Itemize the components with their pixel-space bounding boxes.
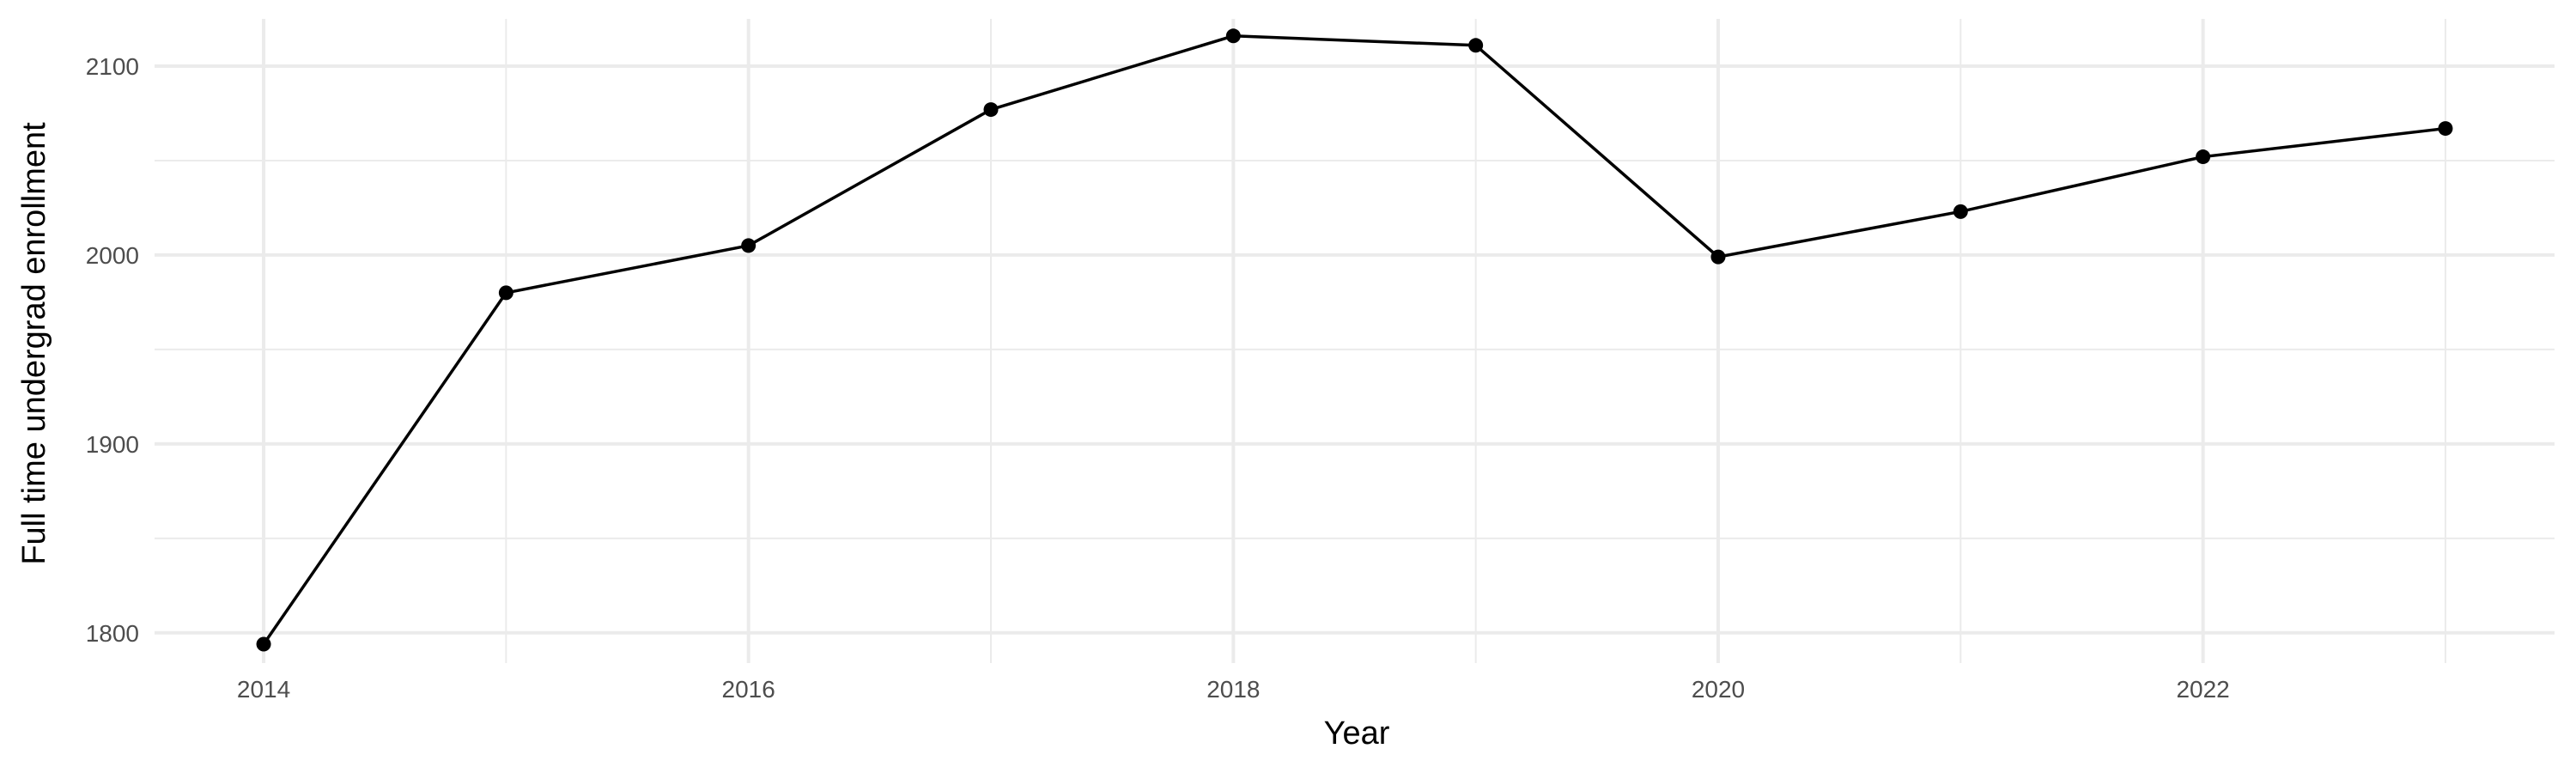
data-point-2014 <box>256 636 271 652</box>
data-point-2016 <box>741 238 756 253</box>
y-axis-title: Full time undergrad enrollment <box>16 122 52 565</box>
y-tick-label: 1800 <box>86 620 139 647</box>
data-point-2015 <box>498 285 513 301</box>
data-point-2020 <box>1710 249 1726 265</box>
x-tick-label: 2014 <box>237 676 290 703</box>
data-points <box>256 28 2453 652</box>
y-tick-label: 2100 <box>86 53 139 80</box>
gridlines <box>155 19 2555 663</box>
y-tick-label: 1900 <box>86 431 139 458</box>
x-tick-label: 2022 <box>2176 676 2229 703</box>
x-tick-label: 2018 <box>1206 676 1260 703</box>
x-tick-label: 2020 <box>1692 676 1745 703</box>
series-line <box>262 34 2446 645</box>
x-axis-ticks: 2014 2016 2018 2020 2022 <box>237 676 2230 703</box>
y-tick-label: 2000 <box>86 242 139 269</box>
series-line-path <box>262 34 2446 645</box>
data-point-2023 <box>2438 121 2453 137</box>
data-point-2022 <box>2196 149 2211 165</box>
data-point-2017 <box>983 102 999 118</box>
data-point-2021 <box>1953 204 1968 219</box>
data-point-2018 <box>1225 28 1241 44</box>
x-axis-title: Year <box>1324 715 1390 752</box>
x-tick-label: 2016 <box>722 676 775 703</box>
y-axis-ticks: 1800 1900 2000 2100 <box>86 53 139 647</box>
data-point-2019 <box>1468 38 1484 53</box>
